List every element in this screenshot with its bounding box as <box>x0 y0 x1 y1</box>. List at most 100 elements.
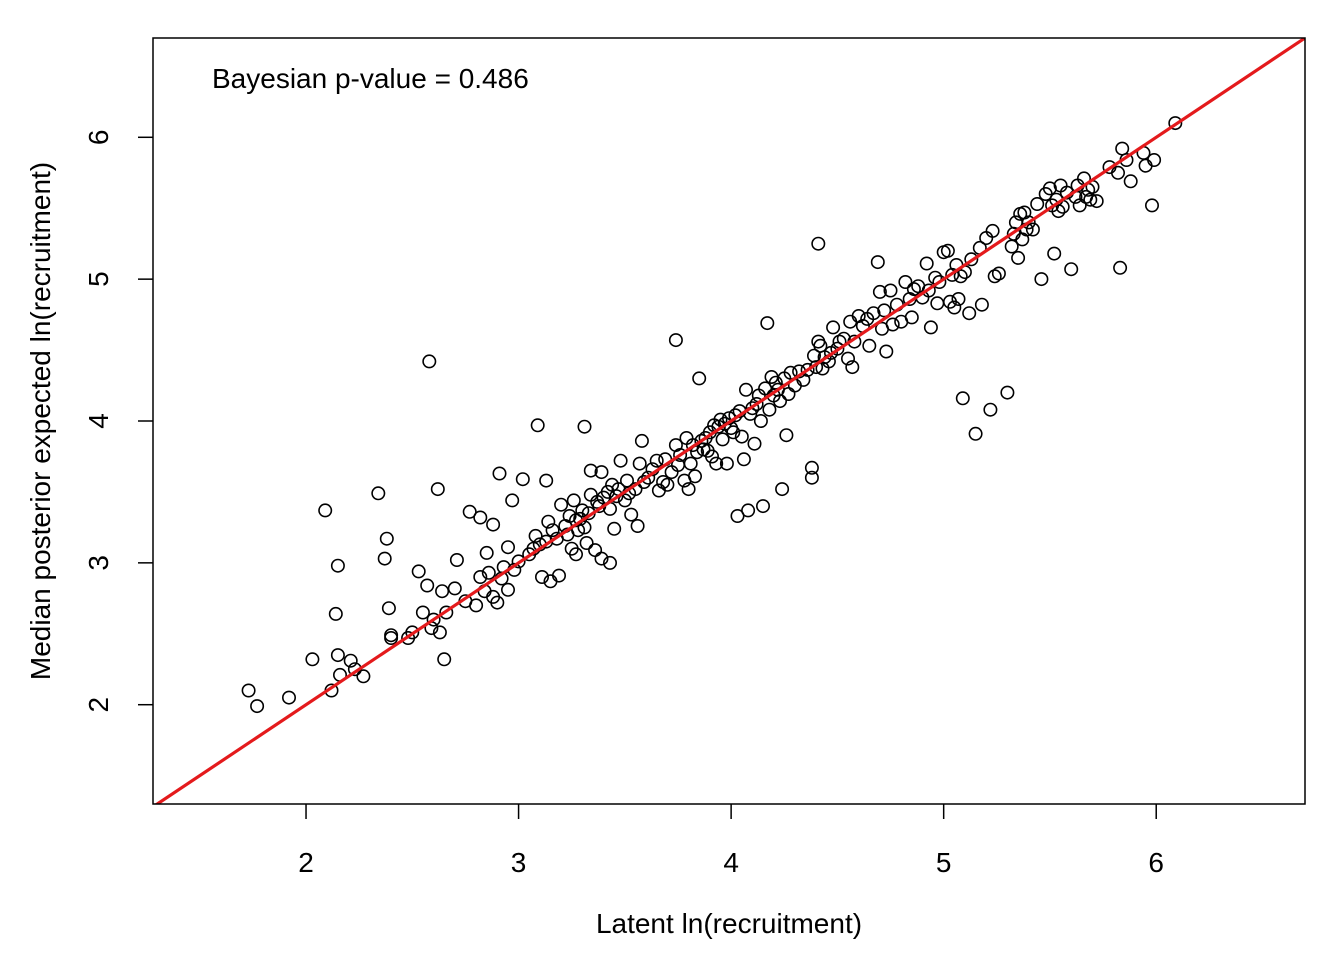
data-point <box>749 396 764 411</box>
data-point <box>715 432 730 447</box>
data-point <box>762 402 777 417</box>
data-point <box>250 699 265 714</box>
data-point <box>1034 272 1049 287</box>
data-point <box>568 547 583 562</box>
data-point <box>330 648 345 663</box>
data-point <box>1111 165 1126 180</box>
data-point <box>883 283 898 298</box>
data-point <box>1011 250 1026 265</box>
data-point <box>624 507 639 522</box>
data-point <box>541 514 556 529</box>
data-point <box>330 558 345 573</box>
x-tick-label: 3 <box>511 847 527 878</box>
data-point <box>730 508 745 523</box>
data-point <box>384 630 399 645</box>
data-point <box>318 503 333 518</box>
y-axis-label: Median posterior expected ln(recruitment… <box>25 162 56 680</box>
data-point <box>1115 141 1130 156</box>
data-point <box>704 449 719 464</box>
data-point <box>738 382 753 397</box>
data-point <box>328 606 343 621</box>
data-point <box>1089 194 1104 209</box>
data-point <box>632 456 647 471</box>
data-point <box>1030 197 1045 212</box>
data-point <box>673 447 688 462</box>
data-point <box>500 540 515 555</box>
data-point <box>583 463 598 478</box>
data-point <box>430 482 445 497</box>
data-point <box>932 274 947 289</box>
data-point <box>1168 116 1183 131</box>
data-point <box>490 595 505 610</box>
data-point <box>953 269 968 284</box>
data-point <box>804 470 819 485</box>
data-point <box>951 291 966 306</box>
data-point <box>630 518 645 533</box>
data-point <box>779 428 794 443</box>
data-point <box>983 402 998 417</box>
data-point <box>420 578 435 593</box>
data-point <box>879 344 894 359</box>
data-point <box>594 551 609 566</box>
data-point <box>783 365 798 380</box>
data-point <box>826 320 841 335</box>
data-point <box>530 418 545 433</box>
data-point <box>734 429 749 444</box>
data-point <box>840 351 855 366</box>
data-point <box>411 564 426 579</box>
data-point <box>683 456 698 471</box>
data-point <box>539 473 554 488</box>
data-point <box>634 433 649 448</box>
y-tick-label: 3 <box>83 555 114 571</box>
data-point <box>1051 204 1066 219</box>
data-point <box>492 466 507 481</box>
data-point <box>772 394 787 409</box>
data-point <box>694 433 709 448</box>
data-point <box>768 375 783 390</box>
data-point <box>991 266 1006 281</box>
data-point <box>356 669 371 684</box>
data-point <box>577 419 592 434</box>
data-point <box>384 628 399 643</box>
data-point <box>843 314 858 329</box>
data-point <box>528 528 543 543</box>
data-point <box>305 652 320 667</box>
y-axis: 2 3 4 5 6 <box>83 130 153 712</box>
data-point <box>447 581 462 596</box>
data-point <box>760 316 775 331</box>
data-point <box>1064 262 1079 277</box>
annotation-text: Bayesian p-value = 0.486 <box>212 63 529 94</box>
data-point <box>609 489 624 504</box>
data-point <box>649 453 664 468</box>
data-point <box>500 582 515 597</box>
data-point <box>726 425 741 440</box>
data-point <box>692 371 707 386</box>
data-point <box>426 612 441 627</box>
data-point <box>755 499 770 514</box>
data-point <box>505 493 520 508</box>
data-point <box>439 605 454 620</box>
data-point <box>709 456 724 471</box>
data-point <box>577 520 592 535</box>
data-point <box>343 653 358 668</box>
data-point <box>617 493 632 508</box>
data-point <box>515 472 530 487</box>
data-point <box>968 426 983 441</box>
data-point <box>479 545 494 560</box>
data-point <box>964 252 979 267</box>
data-point <box>588 543 603 558</box>
data-point <box>554 497 569 512</box>
data-point <box>371 486 386 501</box>
data-point <box>381 601 396 616</box>
data-point <box>1047 246 1062 261</box>
data-point <box>885 317 900 332</box>
data-point <box>974 297 989 312</box>
data-point <box>923 320 938 335</box>
data-point <box>432 625 447 640</box>
data-point <box>1123 174 1138 189</box>
data-point <box>1147 153 1162 168</box>
data-point <box>719 456 734 471</box>
data-point <box>415 605 430 620</box>
